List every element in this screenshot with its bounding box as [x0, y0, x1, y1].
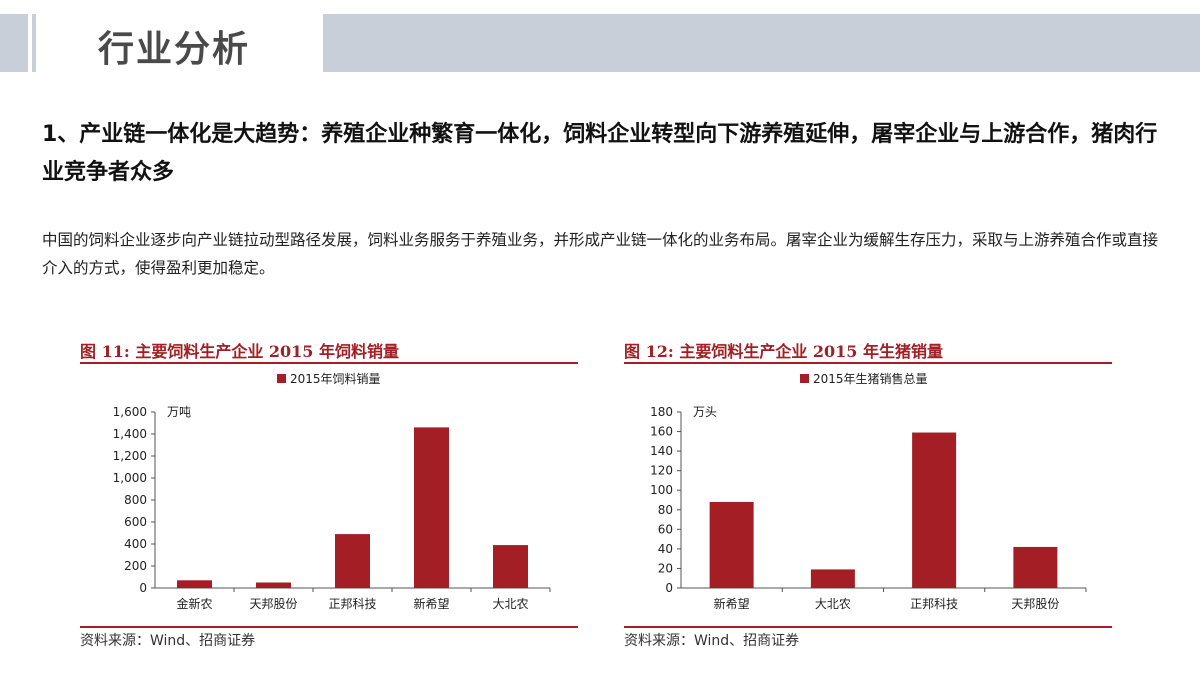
figure-source: 资料来源：Wind、招商证券 [624, 633, 800, 649]
x-tick-label: 大北农 [815, 597, 851, 611]
legend-label: 2015年饲料销量 [290, 372, 381, 386]
header-band: 行业分析 [0, 14, 1200, 72]
x-tick-label: 金新农 [176, 596, 212, 611]
legend-swatch [800, 374, 809, 383]
bar-3 [912, 432, 957, 588]
figure-source: 资料来源：Wind、招商证券 [80, 633, 256, 649]
x-tick-label: 天邦股份 [1011, 597, 1059, 611]
y-tick-label: 20 [658, 561, 673, 575]
x-tick-label: 正邦科技 [910, 597, 958, 611]
y-tick-label: 600 [124, 515, 147, 529]
y-tick-label: 800 [124, 493, 147, 507]
y-tick-label: 80 [658, 503, 673, 517]
y-tick-label: 1,600 [113, 405, 147, 419]
y-tick-label: 200 [124, 559, 147, 573]
x-tick-label: 天邦股份 [249, 597, 297, 611]
y-tick-label: 100 [650, 483, 673, 497]
y-tick-label: 120 [650, 464, 673, 478]
figure-rule-bottom [624, 626, 1112, 628]
figure-rule-bottom [80, 626, 578, 628]
y-tick-label: 140 [650, 444, 673, 458]
legend-label: 2015年生猪销售总量 [813, 371, 928, 386]
figure-title: 图 12: 主要饲料生产企业 2015 年生猪销量 [624, 342, 943, 361]
y-axis-unit: 万吨 [167, 405, 191, 419]
bar-2 [256, 582, 291, 588]
bar-4 [1013, 546, 1058, 588]
figure-title: 图 11: 主要饲料生产企业 2015 年饲料销量 [80, 342, 399, 361]
y-tick-label: 1,000 [113, 471, 147, 485]
y-tick-label: 180 [650, 405, 673, 419]
headline: 1、产业链一体化是大趋势：养殖企业种繁育一体化，饲料企业转型向下游养殖延伸，屠宰… [42, 122, 1158, 185]
y-tick-label: 1,200 [113, 449, 147, 463]
y-tick-label: 1,400 [113, 427, 147, 441]
y-axis-unit: 万头 [693, 405, 717, 419]
x-tick-label: 新希望 [413, 596, 449, 611]
bar-3 [335, 534, 370, 588]
bar-4 [414, 427, 449, 588]
y-tick-label: 0 [665, 581, 673, 595]
x-tick-label: 正邦科技 [328, 597, 376, 611]
bar-2 [810, 569, 855, 588]
y-tick-label: 0 [139, 581, 147, 595]
header-accent-bar-thin [32, 14, 36, 72]
y-tick-label: 40 [658, 542, 673, 556]
y-tick-label: 60 [658, 522, 673, 536]
page-title: 行业分析 [98, 29, 251, 70]
legend-swatch [277, 374, 286, 383]
figure-rule-top [624, 362, 1112, 364]
figure-rule-top [80, 362, 578, 364]
bar-1 [709, 501, 754, 588]
header-band-fill [323, 14, 1200, 72]
x-tick-label: 新希望 [714, 596, 750, 611]
figure-feed-sales: 图 11: 主要饲料生产企业 2015 年饲料销量 2015年饲料销量 万吨 0 20… [80, 338, 580, 658]
header-accent-bar [0, 14, 28, 72]
bar-1 [177, 580, 212, 588]
x-tick-label: 大北农 [492, 597, 528, 611]
y-tick-label: 400 [124, 537, 147, 551]
y-tick-label: 160 [650, 425, 673, 439]
figure-hog-sales: 图 12: 主要饲料生产企业 2015 年生猪销量 2015年生猪销售总量万头 0… [624, 338, 1114, 658]
body-paragraph: 中国的饲料企业逐步向产业链拉动型路径发展，饲料业务服务于养殖业务，并形成产业链一… [42, 231, 1159, 277]
bar-5 [493, 545, 528, 588]
